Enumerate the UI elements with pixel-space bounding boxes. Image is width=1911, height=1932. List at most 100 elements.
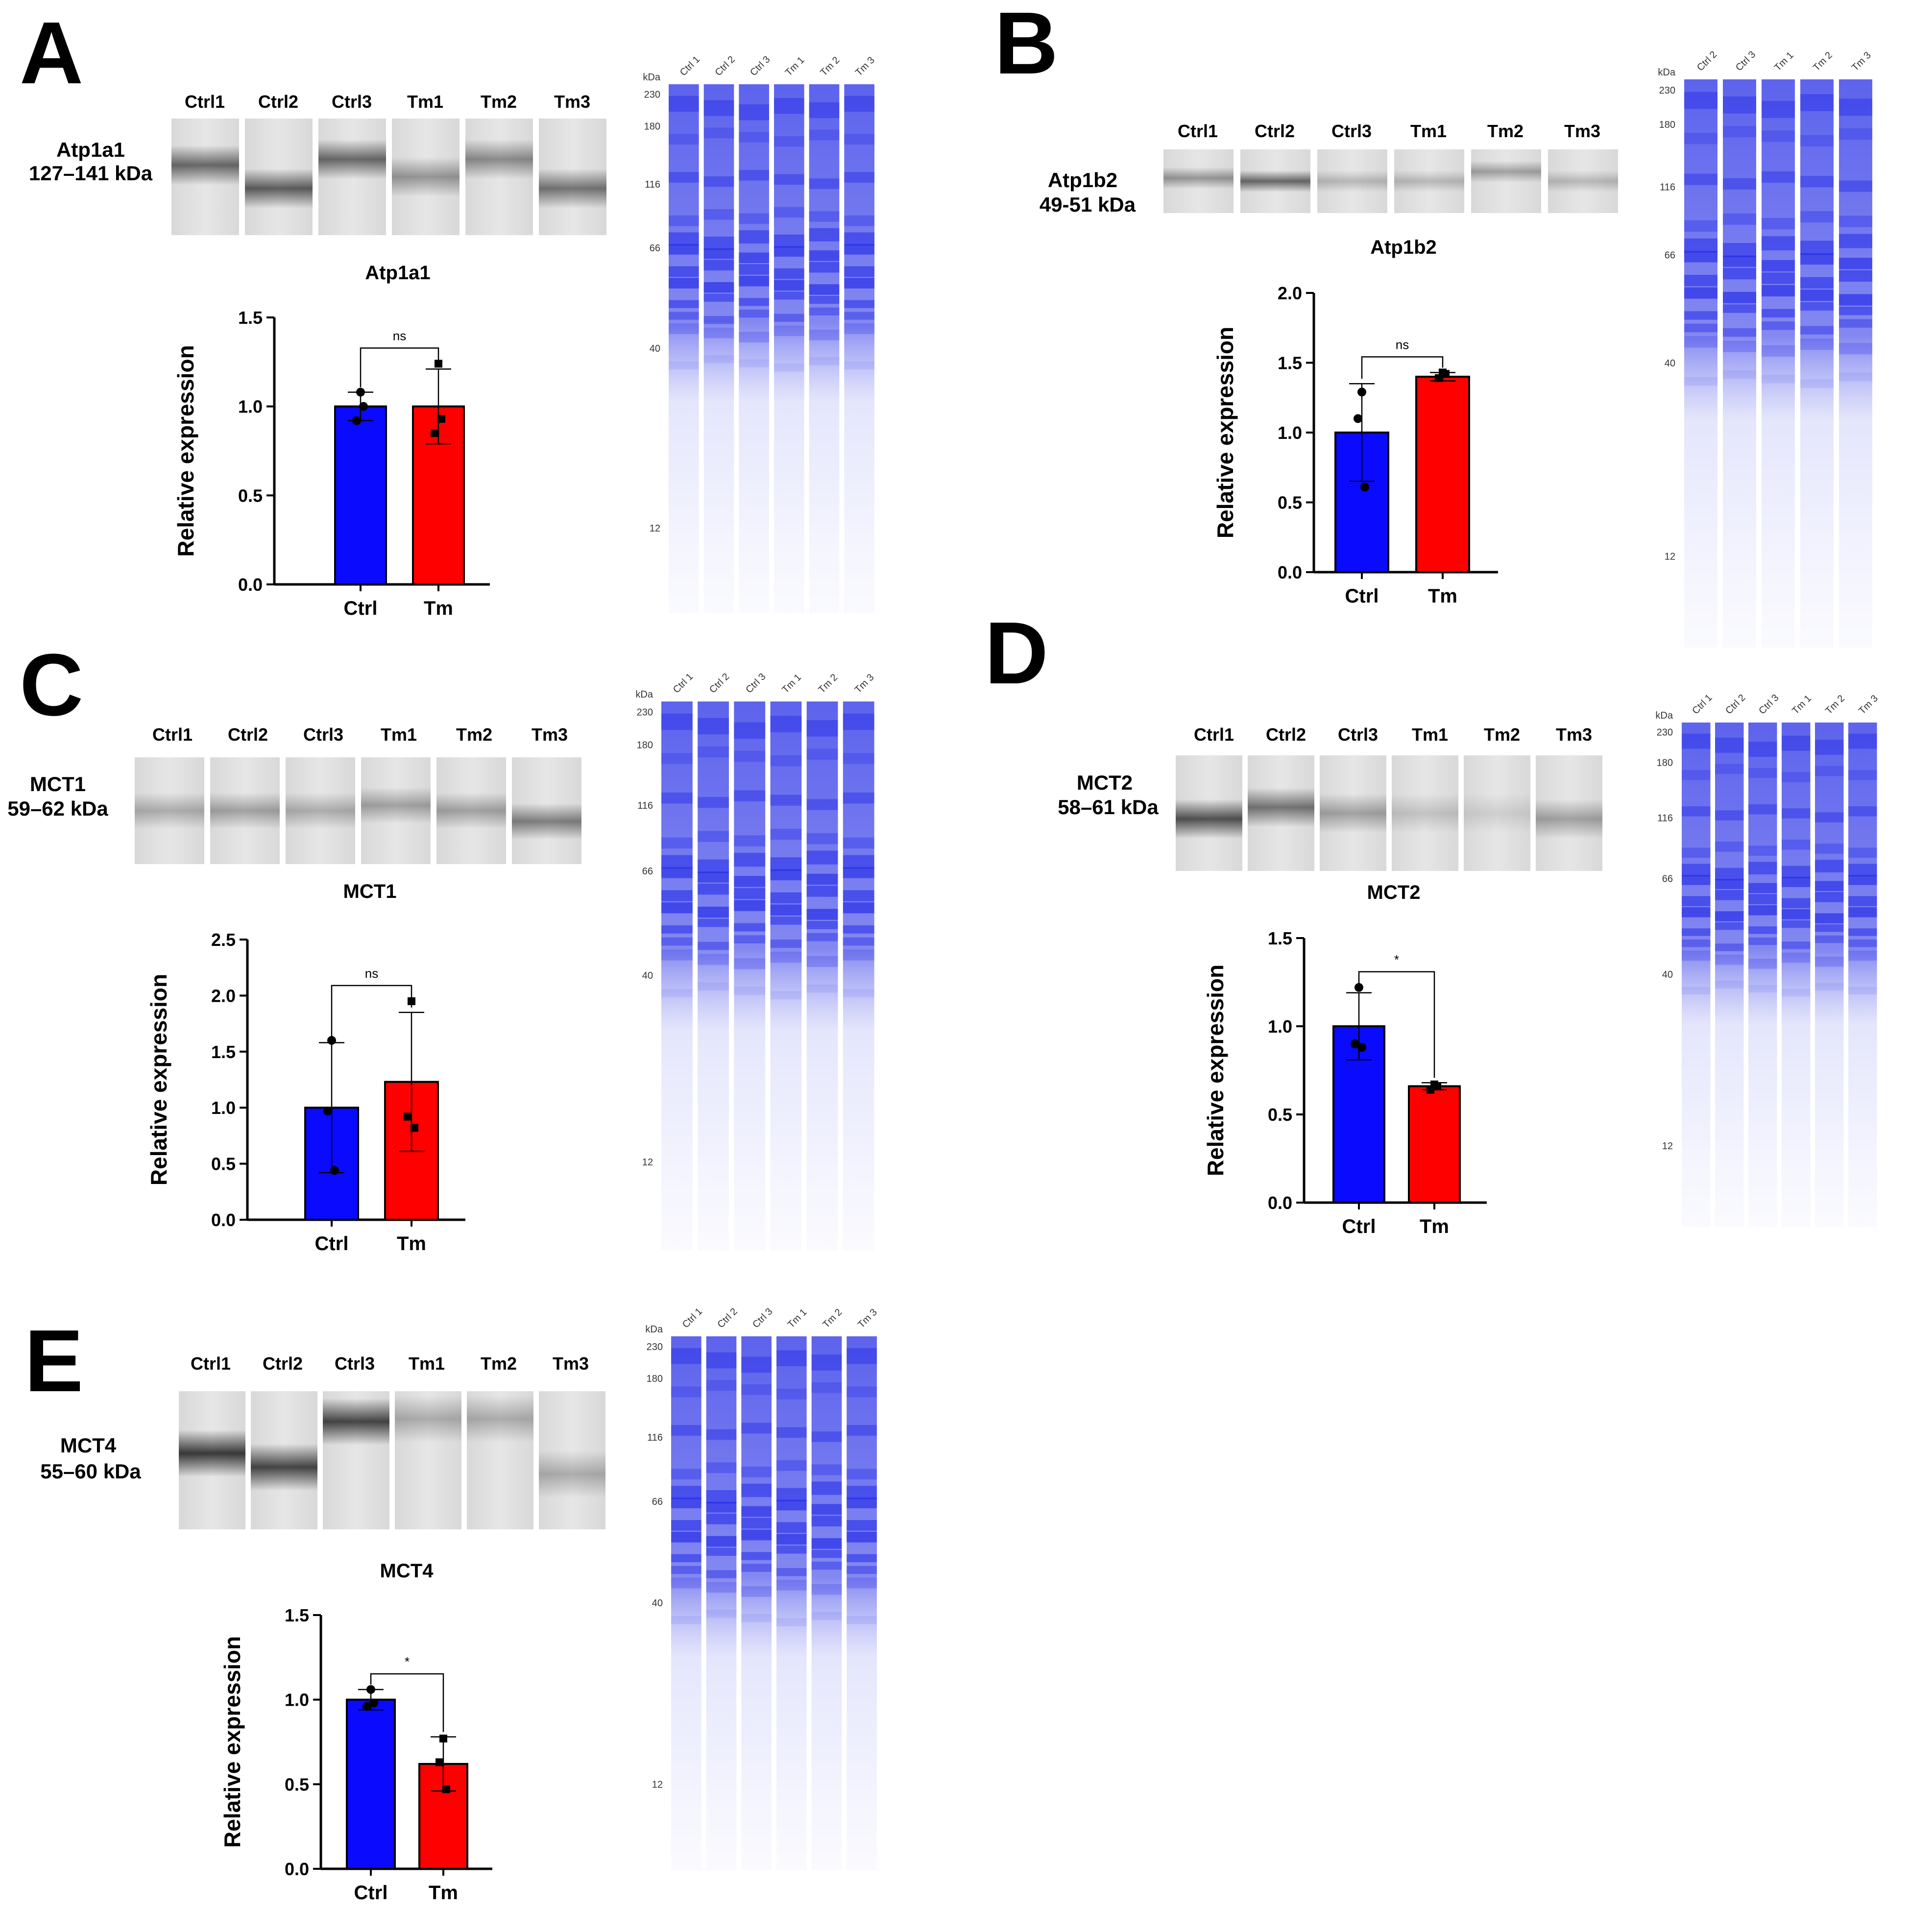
gel-band [661, 937, 693, 946]
gel-band [1815, 956, 1844, 967]
gel-band [770, 940, 802, 948]
gel-band [1815, 935, 1844, 943]
significance-label: * [405, 1654, 410, 1669]
gel-band [847, 1531, 877, 1543]
gel-band [1848, 987, 1877, 995]
gel-band [1839, 294, 1872, 306]
y-tick-label: 2.0 [211, 986, 236, 1006]
blot-band [467, 1395, 533, 1443]
lane-label: Ctrl2 [258, 92, 298, 112]
protein-name: Atp1a1 [56, 138, 125, 161]
gel-band [809, 284, 840, 295]
gel-band [661, 713, 693, 730]
gel-band [811, 1612, 842, 1620]
gel-band [1682, 806, 1711, 817]
blot-band [1320, 793, 1386, 833]
data-point [352, 416, 361, 425]
gel-band [1848, 864, 1877, 877]
y-tick-label: 1.5 [1268, 928, 1292, 948]
gel-lane-label: Ctrl 3 [744, 671, 768, 695]
bar-chart: MCT2 0.0 0.5 1.0 1.5 Relative expression Ctrl T… [1203, 882, 1487, 1237]
lane-label: Tm1 [1412, 724, 1448, 745]
gel-band [776, 1568, 807, 1576]
gel-band [1815, 924, 1844, 932]
gel-band [806, 933, 838, 942]
blot-band [1163, 167, 1234, 189]
gel-lane-label: Tm 3 [1850, 50, 1873, 73]
gel-band [847, 1469, 877, 1480]
y-tick-label: 2.0 [1278, 283, 1302, 303]
gel-lane [703, 84, 734, 613]
gel-band [698, 797, 729, 808]
gel-band [811, 1538, 842, 1549]
gel-lane [741, 1336, 772, 1870]
gel-band [1715, 922, 1744, 930]
gel-lane-label: Ctrl 3 [1757, 692, 1781, 716]
gel-lane [706, 1336, 737, 1870]
gel-band [1800, 241, 1834, 255]
significance-bracket [331, 985, 412, 1038]
mw-marker-label: 40 [1662, 969, 1673, 980]
gel-band [1682, 770, 1711, 780]
gel-band [1782, 839, 1811, 850]
gel-band [734, 987, 766, 995]
gel-band [703, 282, 734, 293]
gel-band [734, 835, 766, 846]
gel-lane [661, 701, 693, 1250]
gel-band [1839, 258, 1872, 269]
data-point [1427, 1086, 1434, 1094]
gel-band [811, 1464, 842, 1475]
gel-band [809, 250, 840, 261]
y-tick-label: 1.5 [238, 308, 263, 328]
y-tick-label: 0.5 [211, 1154, 236, 1174]
mw-marker-label: kDa [1658, 67, 1675, 78]
gel-band [843, 949, 874, 961]
gel-lane [1848, 723, 1877, 1227]
gel-band [1682, 864, 1711, 877]
gel-band [1723, 268, 1756, 280]
gel-band [770, 951, 802, 963]
gel-band [661, 792, 693, 804]
data-point [442, 1785, 450, 1793]
gel-band [698, 871, 729, 883]
gel-band [671, 1348, 702, 1364]
gel-band [809, 178, 840, 189]
y-tick-label: 1.5 [211, 1042, 236, 1062]
gel-band [671, 1469, 702, 1480]
gel-band [774, 268, 804, 279]
lane-label: Ctrl2 [1266, 724, 1306, 745]
gel-band [1815, 881, 1844, 892]
protein-kda: 55–60 kDa [40, 1460, 141, 1483]
gel-lane [811, 1336, 842, 1870]
gel-band [1715, 890, 1744, 900]
gel-band [706, 1513, 737, 1524]
western-blot: Ctrl1 Ctrl2 Ctrl3 Tm1 Tm2 Tm3 [1163, 121, 1618, 213]
gel-band [811, 1550, 842, 1558]
x-tick-label: Tm [397, 1233, 426, 1255]
gel-lane-label: Ctrl 3 [1734, 49, 1758, 73]
significance-bracket [1358, 971, 1435, 1078]
lane-label: Ctrl1 [1194, 724, 1234, 745]
gel-band [1815, 860, 1844, 872]
gel-band [809, 357, 840, 365]
mw-marker-label: 116 [1660, 182, 1675, 193]
gel-lane-label: Tm 1 [1772, 50, 1796, 73]
gel-band [703, 316, 734, 324]
x-tick-label: Tm [429, 1882, 458, 1904]
protein-name: MCT1 [30, 773, 86, 796]
blot-band [135, 792, 204, 829]
blot-band [1176, 799, 1242, 839]
panel-letter: C [20, 636, 83, 734]
gel-band [1839, 128, 1872, 140]
gel-band [698, 942, 729, 950]
y-axis-label: Relative expression [146, 974, 171, 1185]
gel-lane-label: Ctrl 1 [678, 54, 702, 78]
gel-band [1848, 733, 1877, 749]
lane-label: Tm1 [407, 92, 443, 112]
mw-marker-label: 12 [1662, 1141, 1673, 1152]
gel-band [844, 172, 874, 183]
data-point [1357, 387, 1366, 397]
gel-band [809, 228, 840, 242]
gel-band [703, 176, 734, 187]
gel-band [843, 867, 874, 878]
